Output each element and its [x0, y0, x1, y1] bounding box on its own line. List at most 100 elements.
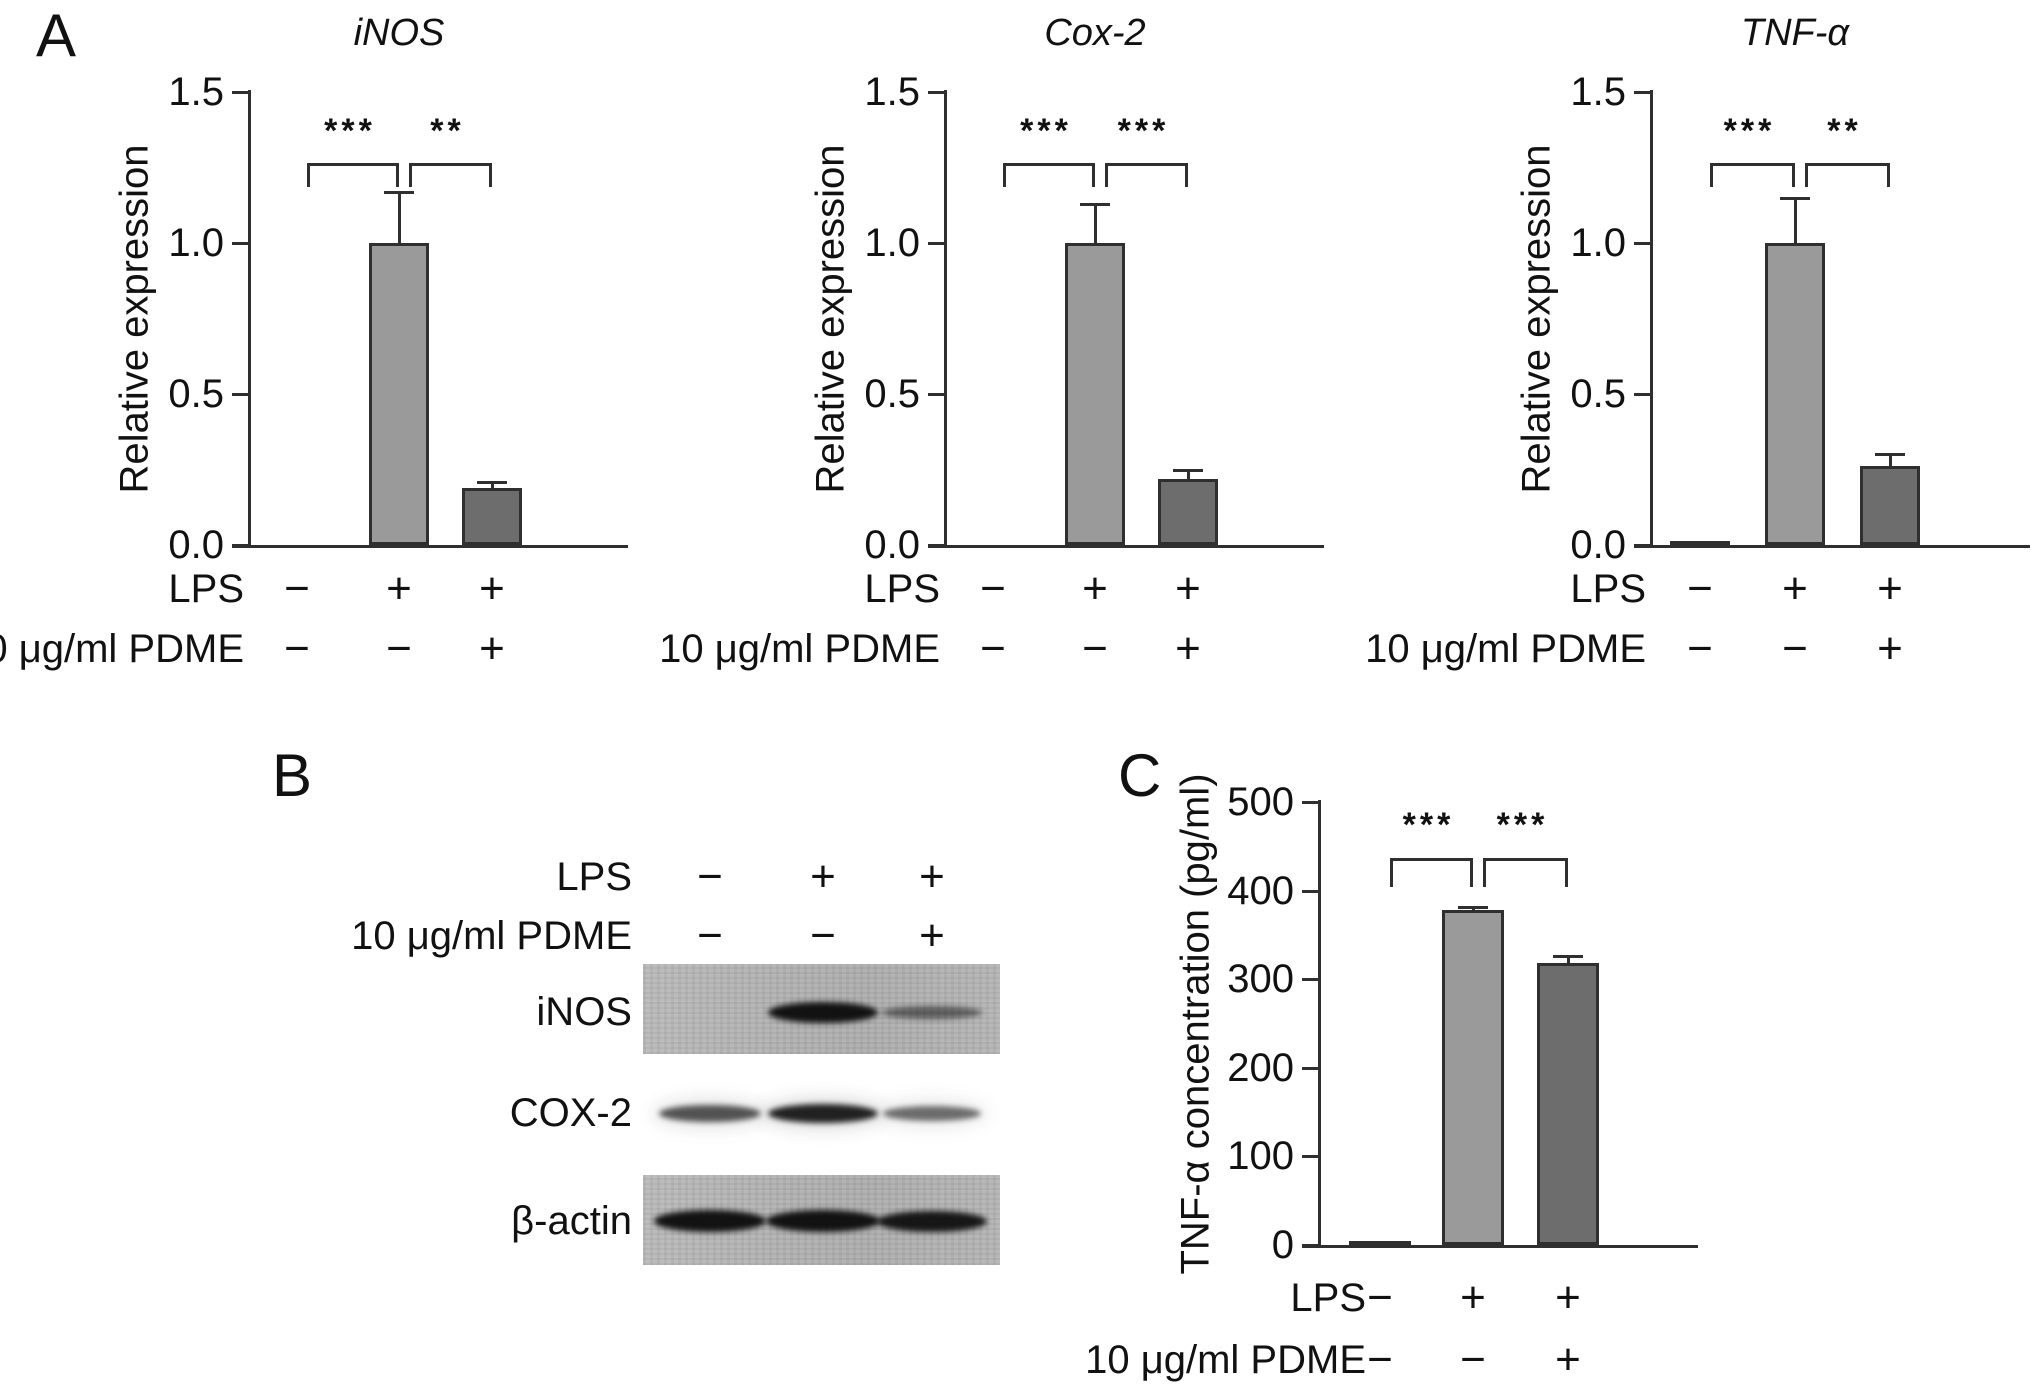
condition-symbol: −: [1460, 1335, 1486, 1384]
condition-symbol: +: [479, 564, 505, 613]
sig-bracket: [1710, 163, 1795, 187]
y-tick-label: 100: [1227, 1134, 1294, 1179]
sig-bracket: [1105, 163, 1188, 187]
error-cap: [1173, 468, 1203, 472]
condition-row-label: 10 μg/ml PDME: [1085, 1338, 1366, 1382]
condition-row-label: 10 μg/ml PDME: [1365, 627, 1646, 671]
y-axis-line: [944, 90, 947, 548]
sig-bracket: [307, 163, 399, 187]
y-tick: [1302, 1244, 1318, 1247]
y-tick-label: 0.5: [864, 372, 920, 416]
y-tick: [928, 544, 944, 547]
bar: [1860, 466, 1920, 545]
y-tick: [1634, 393, 1650, 396]
y-tick-label: 1.5: [1570, 70, 1626, 114]
condition-row-label: LPS: [864, 567, 940, 611]
y-axis-line: [1318, 800, 1321, 1248]
condition-symbol: +: [386, 564, 412, 613]
sig-bracket: [1003, 163, 1095, 187]
bar: [462, 488, 522, 545]
sig-stars: ***: [324, 112, 376, 150]
x-axis-line: [232, 545, 628, 548]
y-tick: [928, 91, 944, 94]
condition-symbol: −: [980, 564, 1006, 613]
blot-condition-symbol: +: [810, 852, 836, 901]
condition-row-label: LPS: [1570, 567, 1646, 611]
y-tick-label: 1.5: [864, 70, 920, 114]
blot-condition-label: 10 μg/ml PDME: [351, 914, 632, 958]
condition-row-label: 10 μg/ml PDME: [0, 627, 244, 671]
bar: [1349, 1241, 1411, 1247]
panel-c-label: C: [1118, 742, 1162, 809]
sig-stars: ***: [1117, 112, 1170, 150]
error-cap: [384, 190, 414, 194]
blot-band: [768, 1103, 878, 1123]
y-tick-label: 0.5: [168, 372, 224, 416]
error-bar: [1094, 203, 1097, 243]
y-tick: [928, 242, 944, 245]
blot-row-label: COX-2: [509, 1091, 632, 1135]
condition-symbol: −: [1367, 1335, 1393, 1384]
blot-band: [882, 1005, 982, 1019]
y-tick-label: 1.0: [864, 221, 920, 265]
chart-title: Cox-2: [1044, 12, 1146, 54]
y-axis-title: TNF-α concentration (pg/ml): [1173, 772, 1218, 1275]
condition-symbol: +: [1555, 1335, 1581, 1384]
error-cap: [1553, 955, 1583, 959]
y-tick-label: 1.5: [168, 70, 224, 114]
y-tick-label: 200: [1227, 1045, 1294, 1090]
blot-row-label: β-actin: [511, 1199, 632, 1243]
sig-bracket: [1390, 858, 1473, 887]
y-tick: [1302, 1066, 1318, 1070]
condition-symbol: −: [1782, 624, 1808, 673]
y-tick-label: 0.0: [168, 523, 224, 567]
y-axis-title: Relative expression: [1514, 143, 1559, 494]
sig-stars: ***: [1496, 806, 1549, 844]
sig-bracket: [1483, 858, 1568, 887]
error-bar: [1567, 956, 1570, 964]
condition-symbol: +: [1877, 564, 1903, 613]
y-tick: [232, 242, 248, 245]
y-tick: [1634, 91, 1650, 94]
y-tick-label: 1.0: [168, 221, 224, 265]
condition-symbol: +: [479, 624, 505, 673]
error-cap: [1080, 202, 1110, 206]
condition-row-label: LPS: [1290, 1276, 1366, 1320]
condition-symbol: −: [284, 624, 310, 673]
error-cap: [1875, 453, 1905, 457]
y-tick: [1302, 801, 1318, 804]
y-axis-line: [1650, 90, 1653, 548]
blot-band: [766, 1210, 880, 1232]
error-bar: [1187, 469, 1190, 479]
blot-condition-symbol: −: [697, 852, 723, 901]
y-tick-label: 0: [1271, 1223, 1294, 1267]
condition-symbol: +: [1175, 564, 1201, 613]
y-tick-label: 0.5: [1570, 372, 1626, 416]
condition-symbol: −: [1687, 564, 1713, 613]
condition-symbol: −: [1367, 1273, 1393, 1322]
blot-row-label: iNOS: [536, 990, 632, 1034]
error-bar: [1794, 197, 1797, 243]
y-tick: [232, 91, 248, 94]
bar: [1670, 541, 1730, 547]
y-axis-line: [248, 90, 251, 548]
condition-symbol: +: [1877, 624, 1903, 673]
y-tick: [928, 393, 944, 396]
sig-stars: **: [1827, 112, 1862, 150]
bar: [1065, 243, 1125, 545]
sig-bracket: [409, 163, 492, 187]
bar: [1442, 910, 1504, 1245]
blot-band: [883, 1105, 981, 1121]
sig-stars: ***: [1020, 112, 1072, 150]
blot-condition-symbol: −: [697, 911, 723, 960]
blot-condition-symbol: +: [919, 911, 945, 960]
y-tick: [232, 393, 248, 396]
y-axis-title: Relative expression: [112, 143, 157, 494]
panel-b-label: B: [272, 742, 313, 809]
condition-symbol: −: [1687, 624, 1713, 673]
bar: [1537, 963, 1599, 1245]
x-axis-line: [1302, 1245, 1698, 1248]
y-tick-label: 400: [1227, 868, 1294, 913]
sig-stars: ***: [1402, 806, 1455, 844]
